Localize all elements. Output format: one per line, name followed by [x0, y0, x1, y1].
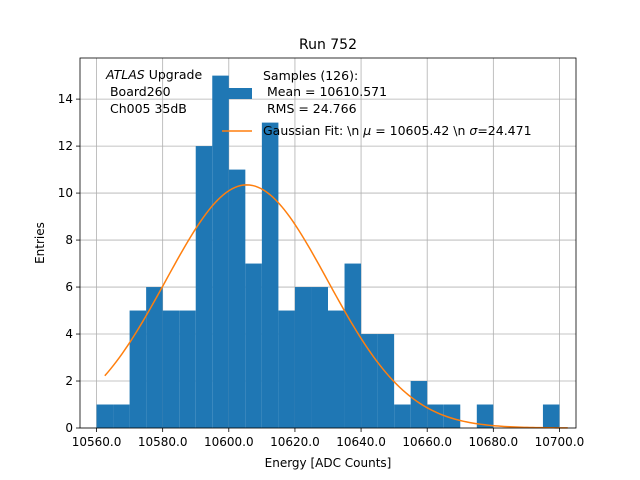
histogram-bar-0 [96, 404, 114, 428]
histogram-bar-17 [377, 334, 395, 428]
histogram-bar-19 [410, 381, 428, 428]
histogram-bar-7 [212, 75, 229, 428]
legend-samples-line-3: RMS = 24.766 [263, 101, 357, 116]
y-tick-label-3: 6 [65, 280, 73, 294]
histogram-bar-1 [113, 404, 130, 428]
annotation-line-1: ATLAS Upgrade [105, 67, 202, 82]
histogram-bar-10 [261, 122, 279, 428]
x-tick-label-0: 10560.0 [72, 435, 122, 449]
chart-title: Run 752 [299, 37, 357, 53]
y-tick-label-6: 12 [58, 139, 73, 153]
gaussian-fit-curve [104, 184, 568, 429]
histogram-bar-11 [278, 310, 295, 428]
legend-fit-mu-value: = 10605.42 \n [371, 123, 469, 138]
x-tick-label-3: 10620.0 [270, 435, 320, 449]
x-tick-label-2: 10600.0 [204, 435, 254, 449]
x-tick-label-6: 10680.0 [469, 435, 519, 449]
legend-fit-label: Gaussian Fit: \n μ = 10605.42 \n σ=24.47… [263, 123, 532, 138]
y-tick-label-2: 4 [65, 327, 73, 341]
legend: Samples (126): Mean = 10610.571 RMS = 24… [222, 68, 532, 138]
histogram-bar-12 [294, 287, 312, 428]
histogram-bar-20 [427, 404, 444, 428]
x-tick-label-7: 10700.0 [535, 435, 585, 449]
histogram-bar-6 [195, 146, 213, 428]
histogram-bar-3 [146, 287, 163, 428]
y-tick-label-7: 14 [58, 92, 73, 106]
legend-fit-sigma-symbol: σ [469, 123, 478, 138]
legend-samples-line-2: Mean = 10610.571 [263, 84, 387, 99]
histogram-bar-15 [344, 263, 362, 428]
histogram-bars [96, 75, 560, 429]
legend-samples-line-1: Samples (126): [263, 68, 358, 83]
y-tick-label-5: 10 [58, 186, 73, 200]
annotation-upgrade: Upgrade [145, 67, 203, 82]
histogram-bar-9 [245, 263, 262, 428]
atlas-annotation: ATLAS Upgrade Board260 Ch005 35dB [105, 67, 202, 116]
x-tick-label-1: 10580.0 [138, 435, 188, 449]
histogram-bar-27 [542, 404, 560, 428]
legend-fit-mu-symbol: μ [362, 123, 371, 138]
annotation-channel: Ch005 35dB [106, 101, 187, 116]
histogram-bar-14 [328, 310, 345, 428]
y-axis-ticks: 0 2 4 6 8 10 12 14 [58, 92, 80, 435]
histogram-bar-18 [394, 404, 411, 428]
histogram-bar-2 [129, 310, 147, 428]
histogram-bar-4 [162, 310, 180, 428]
y-tick-label-0: 0 [65, 421, 73, 435]
histogram-bar-21 [443, 404, 461, 428]
annotation-board: Board260 [106, 84, 171, 99]
x-tick-label-4: 10640.0 [336, 435, 386, 449]
histogram-bar-8 [228, 169, 246, 429]
histogram-bar-23 [476, 404, 494, 428]
legend-fit-prefix: Gaussian Fit: \n [263, 123, 363, 138]
histogram-bar-16 [361, 334, 378, 428]
x-axis-ticks: 10560.0 10580.0 10600.0 10620.0 10640.0 10660… [72, 428, 585, 449]
histogram-bar-5 [179, 310, 196, 428]
y-tick-label-1: 2 [65, 374, 73, 388]
histogram-bar-13 [311, 287, 328, 428]
legend-samples-swatch [222, 88, 252, 99]
legend-fit-sigma-value: =24.471 [477, 123, 531, 138]
y-tick-label-4: 8 [65, 233, 73, 247]
y-axis-label: Entries [33, 222, 47, 264]
x-tick-label-5: 10660.0 [402, 435, 452, 449]
annotation-atlas: ATLAS [105, 67, 145, 82]
x-axis-label: Energy [ADC Counts] [265, 456, 392, 470]
plot-frame [79, 57, 577, 429]
